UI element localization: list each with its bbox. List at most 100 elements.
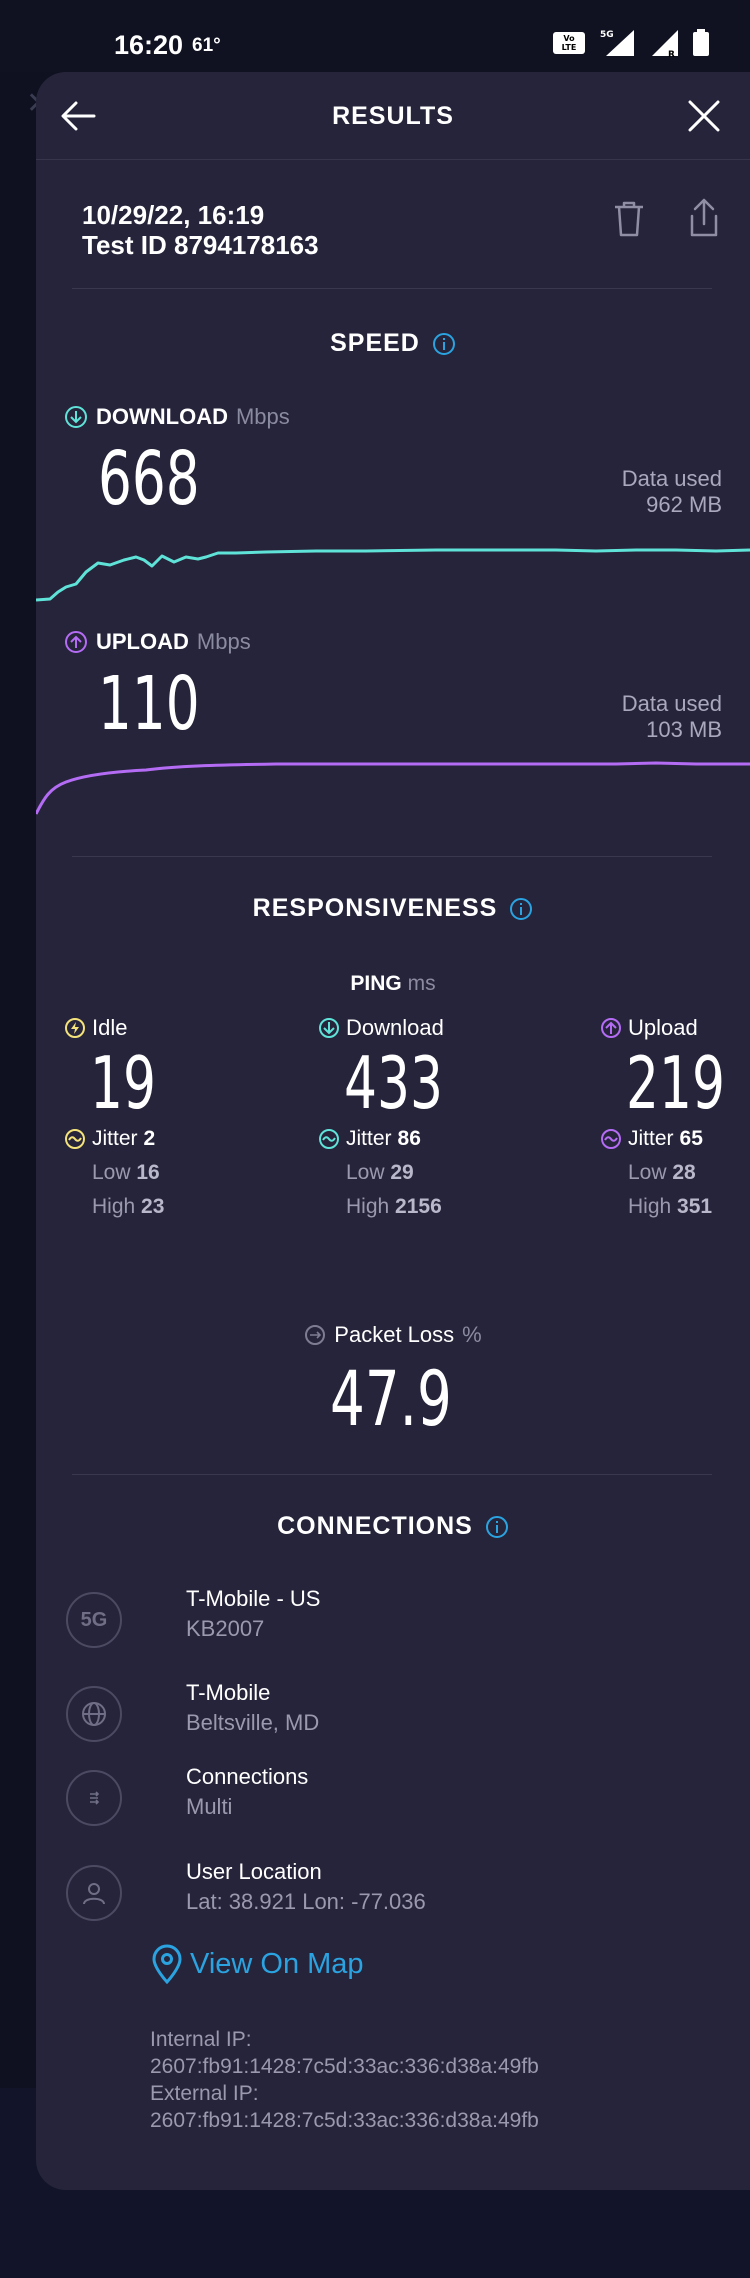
close-icon[interactable] [684, 96, 724, 136]
info-icon[interactable] [432, 332, 456, 356]
view-on-map-link[interactable]: View On Map [150, 1944, 364, 1984]
upload-jitter-value: 65 [679, 1127, 703, 1150]
ping-unit: ms [407, 972, 436, 995]
idle-high-value: 23 [141, 1195, 165, 1218]
download-data-used: Data used 962 MB [622, 466, 722, 518]
roaming-signal-icon: R [652, 30, 678, 58]
upload-high-label: High [628, 1195, 672, 1218]
upload-ping-label: Upload [600, 1015, 750, 1041]
packet-loss-label: Packet Loss % [304, 1322, 482, 1348]
download-ping-label-text: Download [346, 1015, 444, 1040]
test-date: 10/29/22, 16:19 [82, 200, 265, 230]
status-bar: 16:20 61° Vo LTE 5G R [0, 0, 750, 72]
info-icon[interactable] [485, 1515, 509, 1539]
upload-low-label: Low [628, 1161, 667, 1184]
upload-low-value: 28 [672, 1161, 696, 1184]
connections-section-title: CONNECTIONS [36, 1512, 750, 1541]
ping-idle: Idle 19 Jitter 2 Low 16 High 23 [64, 1015, 182, 1219]
connections-row: Connections Multi [66, 1764, 726, 1834]
upload-jitter: Jitter 65 [600, 1127, 750, 1151]
download-high-value: 2156 [395, 1195, 442, 1218]
carrier-name: T-Mobile - US [186, 1586, 321, 1611]
upload-speed-graph [36, 761, 750, 815]
connections-value: Multi [186, 1794, 233, 1819]
back-arrow-icon[interactable] [58, 96, 98, 136]
svg-text:5G: 5G [600, 30, 614, 40]
divider [72, 1474, 712, 1475]
upload-arrow-icon [601, 1018, 621, 1038]
carrier-row: 5G T-Mobile - US KB2007 [66, 1586, 726, 1656]
view-on-map-label[interactable]: View On Map [190, 1947, 364, 1980]
internal-ip-value: 2607:fb91:1428:7c5d:33ac:336:d38a:49fb [150, 2055, 539, 2078]
speed-section-title: SPEED [36, 329, 750, 358]
download-unit: Mbps [235, 404, 290, 429]
responsiveness-section-title: RESPONSIVENESS [36, 894, 750, 923]
download-speed-value: 668 [98, 436, 200, 522]
user-icon [66, 1865, 122, 1921]
ping-title: PING ms [36, 972, 750, 996]
responsiveness-title: RESPONSIVENESS [252, 894, 498, 922]
external-ip-value: 2607:fb91:1428:7c5d:33ac:336:d38a:49fb [150, 2109, 539, 2132]
connections-label: Connections [186, 1764, 309, 1789]
multi-connection-icon [66, 1770, 122, 1826]
download-low: Low 29 [346, 1161, 481, 1185]
ping-download: Download 433 Jitter 86 Low 29 High 2156 [318, 1015, 481, 1219]
page-title: RESULTS [332, 102, 454, 130]
trash-icon[interactable] [612, 200, 646, 238]
upload-label: UPLOAD Mbps [64, 629, 251, 655]
download-ping-value: 433 [344, 1041, 443, 1125]
upload-data-used-value: 103 MB [646, 717, 722, 742]
packet-loss: Packet Loss % [36, 1322, 750, 1351]
user-location-row: User Location Lat: 38.921 Lon: -77.036 [66, 1859, 726, 1929]
download-data-used-label: Data used [621, 466, 722, 491]
idle-jitter-label: Jitter [92, 1127, 138, 1150]
idle-low-value: 16 [136, 1161, 160, 1184]
download-speed-graph [36, 548, 750, 602]
packet-loss-label-text: Packet Loss [334, 1322, 455, 1347]
jitter-icon [319, 1129, 339, 1149]
upload-data-used: Data used 103 MB [622, 691, 722, 743]
provider-name: T-Mobile [186, 1680, 271, 1705]
idle-ping-value: 19 [90, 1041, 156, 1125]
upload-low: Low 28 [628, 1161, 750, 1185]
upload-high-value: 351 [677, 1195, 713, 1218]
internal-ip-label: Internal IP: [150, 2028, 252, 2051]
jitter-icon [65, 1129, 85, 1149]
download-data-used-value: 962 MB [646, 492, 722, 517]
download-low-label: Low [346, 1161, 385, 1184]
globe-icon [66, 1686, 122, 1742]
idle-low-label: Low [92, 1161, 131, 1184]
user-location-coords: Lat: 38.921 Lon: -77.036 [186, 1889, 426, 1914]
packet-loss-icon [305, 1325, 326, 1345]
test-id: Test ID 8794178163 [82, 230, 319, 260]
status-icons: Vo LTE 5G R [552, 28, 710, 58]
download-jitter-label: Jitter [346, 1127, 392, 1150]
battery-icon [693, 29, 709, 56]
upload-data-used-label: Data used [621, 691, 722, 716]
download-high: High 2156 [346, 1195, 481, 1219]
test-meta: 10/29/22, 16:19 Test ID 8794178163 [82, 200, 319, 260]
ping-label: PING [350, 972, 402, 995]
results-sheet: RESULTS 10/29/22, 16:19 Test ID 87941781… [36, 72, 750, 2190]
clock: 16:20 [114, 30, 184, 60]
lightning-icon [65, 1018, 85, 1038]
download-high-label: High [346, 1195, 390, 1218]
upload-arrow-icon [65, 631, 87, 653]
info-icon[interactable] [509, 897, 533, 921]
ip-addresses: Internal IP: 2607:fb91:1428:7c5d:33ac:33… [150, 2026, 539, 2134]
upload-label-text: UPLOAD [96, 629, 189, 654]
user-location-label: User Location [186, 1859, 322, 1884]
share-icon[interactable] [686, 198, 722, 238]
idle-low: Low 16 [92, 1161, 182, 1185]
packet-loss-value: 47.9 [330, 1354, 452, 1443]
download-label: DOWNLOAD Mbps [64, 404, 290, 430]
idle-label: Idle [64, 1015, 182, 1041]
5g-signal-icon: 5G [600, 30, 634, 56]
download-arrow-icon [65, 406, 87, 428]
5g-badge: 5G [66, 1592, 122, 1648]
download-label-text: DOWNLOAD [96, 404, 228, 429]
idle-high: High 23 [92, 1195, 182, 1219]
connections-title: CONNECTIONS [277, 1512, 473, 1540]
idle-jitter-value: 2 [143, 1127, 156, 1150]
